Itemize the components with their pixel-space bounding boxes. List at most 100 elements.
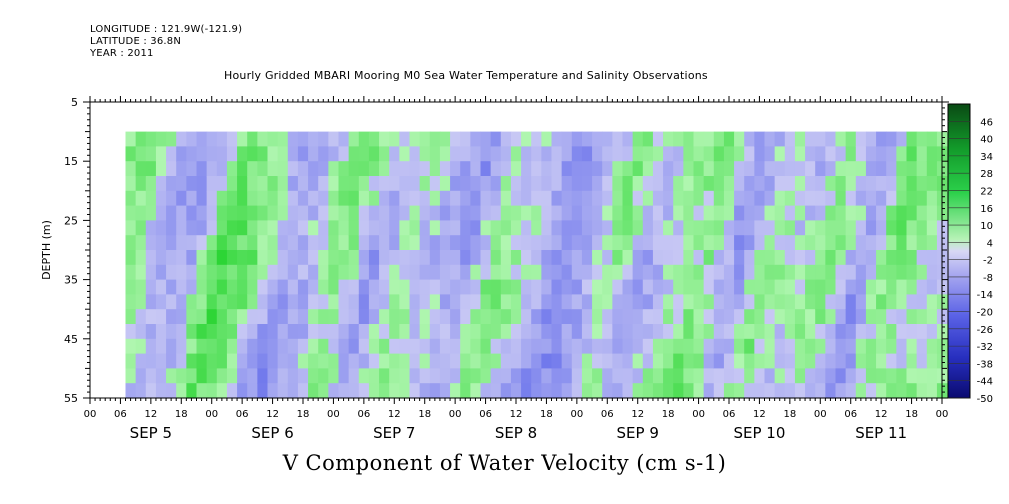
- heatmap-cell: [896, 205, 908, 221]
- heatmap-cell: [155, 205, 167, 221]
- heatmap-cell: [531, 383, 542, 399]
- heatmap-cell: [358, 324, 370, 340]
- heatmap-cell: [196, 383, 208, 399]
- heatmap-cell: [287, 176, 299, 192]
- heatmap-cell: [825, 279, 837, 295]
- heatmap-cell: [531, 324, 542, 340]
- x-hour-label: 18: [905, 409, 918, 420]
- heatmap-cell: [744, 161, 755, 177]
- heatmap-cell: [744, 338, 755, 355]
- heatmap-cell: [926, 264, 938, 281]
- heatmap-cell: [135, 190, 147, 207]
- heatmap-cell: [521, 161, 532, 177]
- heatmap-cell: [237, 161, 248, 177]
- heatmap-cell: [510, 235, 522, 251]
- heatmap-cell: [561, 324, 573, 340]
- heatmap-cell: [612, 146, 624, 162]
- heatmap-cell: [723, 324, 735, 340]
- heatmap-cell: [673, 324, 684, 340]
- heatmap-cell: [429, 250, 441, 266]
- heatmap-cell: [409, 324, 421, 340]
- heatmap-cell: [561, 190, 573, 207]
- heatmap-cell: [876, 368, 887, 384]
- heatmap-cell: [561, 353, 573, 369]
- heatmap-cell: [409, 264, 421, 281]
- heatmap-cell: [886, 383, 897, 399]
- heatmap-cell: [805, 324, 816, 340]
- heatmap-cell: [855, 131, 867, 147]
- heatmap-cell: [237, 205, 248, 221]
- heatmap-cell: [125, 294, 137, 310]
- heatmap-cell: [470, 324, 482, 340]
- heatmap-cell: [500, 294, 512, 310]
- heatmap-cell: [673, 131, 684, 147]
- y-tick-label: 35: [64, 274, 78, 287]
- heatmap-cell: [389, 235, 400, 251]
- heatmap-cell: [257, 176, 269, 192]
- heatmap-cell: [196, 176, 208, 192]
- heatmap-cell: [429, 220, 441, 236]
- heatmap-cell: [551, 190, 563, 207]
- heatmap-cell: [500, 250, 512, 266]
- heatmap-cell: [308, 383, 319, 399]
- x-hour-label: 00: [327, 409, 340, 420]
- heatmap-cell: [713, 309, 725, 325]
- heatmap-cell: [206, 131, 218, 147]
- heatmap-cell: [723, 176, 735, 192]
- heatmap-cell: [308, 131, 319, 147]
- heatmap-cell: [845, 176, 857, 192]
- heatmap-cell: [602, 309, 613, 325]
- heatmap-cell: [429, 383, 441, 399]
- heatmap-cell: [145, 146, 157, 162]
- heatmap-cell: [318, 250, 329, 266]
- heatmap-cell: [247, 161, 258, 177]
- heatmap-cell: [673, 250, 684, 266]
- heatmap-cell: [886, 131, 897, 147]
- heatmap-cell: [166, 205, 177, 221]
- heatmap-cell: [703, 309, 715, 325]
- heatmap-cell: [348, 279, 360, 295]
- heatmap-cell: [308, 279, 319, 295]
- heatmap-cell: [734, 353, 745, 369]
- heatmap-cell: [673, 368, 684, 384]
- heatmap-cell: [470, 190, 482, 207]
- heatmap-cell: [652, 338, 664, 355]
- heatmap-cell: [764, 338, 776, 355]
- heatmap-cell: [622, 146, 634, 162]
- heatmap-cell: [592, 220, 603, 236]
- heatmap-cell: [155, 338, 167, 355]
- heatmap-cell: [267, 190, 279, 207]
- heatmap-cell: [318, 324, 329, 340]
- heatmap-cell: [328, 176, 340, 192]
- heatmap-cell: [348, 235, 360, 251]
- heatmap-cell: [125, 131, 137, 147]
- heatmap-cell: [480, 146, 492, 162]
- heatmap-cell: [612, 205, 624, 221]
- heatmap-cell: [186, 383, 198, 399]
- heatmap-cell: [561, 294, 573, 310]
- heatmap-cell: [784, 205, 796, 221]
- heatmap-cell: [835, 146, 847, 162]
- heatmap-cell: [500, 146, 512, 162]
- heatmap-cell: [876, 235, 887, 251]
- heatmap-cell: [358, 190, 370, 207]
- heatmap-cell: [135, 205, 147, 221]
- heatmap-cell: [561, 176, 573, 192]
- heatmap-cell: [480, 279, 492, 295]
- heatmap-cell: [155, 279, 167, 295]
- heatmap-cell: [247, 324, 258, 340]
- heatmap-cell: [652, 353, 664, 369]
- heatmap-cell: [805, 279, 816, 295]
- heatmap-cell: [541, 190, 553, 207]
- heatmap-cell: [754, 131, 766, 147]
- heatmap-cell: [328, 279, 340, 295]
- heatmap-cell: [166, 368, 177, 384]
- heatmap-cell: [652, 161, 664, 177]
- colorbar-label: 16: [980, 204, 993, 215]
- heatmap-cell: [409, 190, 421, 207]
- heatmap-cell: [308, 368, 319, 384]
- heatmap-cell: [257, 250, 269, 266]
- heatmap-cell: [297, 161, 309, 177]
- heatmap-cell: [521, 383, 532, 399]
- heatmap-cell: [510, 131, 522, 147]
